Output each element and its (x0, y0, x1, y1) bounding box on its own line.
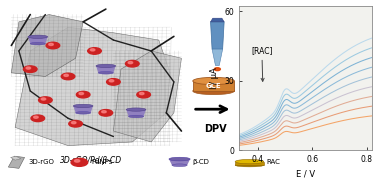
Circle shape (34, 116, 38, 118)
Ellipse shape (126, 108, 146, 111)
Text: 3D-rGO/Pd/β-CD: 3D-rGO/Pd/β-CD (60, 156, 122, 165)
Polygon shape (11, 156, 21, 160)
Polygon shape (169, 159, 190, 165)
Text: GCE: GCE (206, 83, 222, 89)
Circle shape (74, 160, 80, 162)
Y-axis label: I / μA: I / μA (210, 67, 219, 89)
Circle shape (61, 73, 75, 80)
Ellipse shape (193, 87, 234, 95)
Circle shape (99, 110, 113, 116)
Circle shape (46, 42, 60, 49)
Ellipse shape (129, 115, 144, 118)
Circle shape (214, 68, 220, 71)
Ellipse shape (169, 157, 190, 161)
Polygon shape (193, 81, 234, 91)
Polygon shape (96, 66, 116, 73)
Circle shape (69, 120, 82, 127)
Polygon shape (28, 37, 48, 44)
X-axis label: E / V: E / V (296, 170, 315, 179)
Polygon shape (126, 110, 146, 116)
Ellipse shape (235, 159, 264, 164)
Circle shape (137, 91, 150, 98)
Text: DPV: DPV (204, 124, 227, 134)
Circle shape (76, 91, 90, 98)
Ellipse shape (28, 35, 48, 38)
Polygon shape (73, 106, 93, 113)
Text: [RAC]: [RAC] (251, 46, 273, 81)
Text: β-CD: β-CD (193, 159, 210, 165)
Circle shape (109, 80, 114, 82)
Polygon shape (8, 156, 25, 168)
Circle shape (26, 67, 31, 69)
Circle shape (79, 92, 84, 95)
Circle shape (23, 66, 37, 72)
Ellipse shape (193, 77, 234, 85)
Circle shape (102, 111, 106, 113)
Ellipse shape (30, 42, 45, 45)
Polygon shape (235, 162, 264, 165)
Circle shape (139, 92, 144, 95)
Polygon shape (212, 49, 223, 66)
Circle shape (88, 48, 101, 54)
Circle shape (125, 60, 139, 67)
Text: PdNPs: PdNPs (91, 159, 113, 165)
Circle shape (39, 97, 52, 103)
Circle shape (90, 49, 95, 51)
Circle shape (49, 43, 53, 46)
Polygon shape (11, 15, 83, 76)
Ellipse shape (98, 72, 113, 74)
Ellipse shape (235, 164, 264, 167)
Text: RAC: RAC (266, 159, 280, 165)
Circle shape (128, 62, 133, 64)
Ellipse shape (73, 104, 93, 108)
Ellipse shape (76, 112, 91, 114)
Circle shape (64, 74, 68, 76)
Text: 3D-rGO: 3D-rGO (28, 159, 54, 165)
Circle shape (31, 115, 45, 122)
Circle shape (71, 122, 76, 124)
Polygon shape (211, 22, 224, 49)
Ellipse shape (172, 164, 187, 167)
Circle shape (107, 79, 120, 85)
Circle shape (41, 98, 46, 100)
Polygon shape (113, 51, 181, 142)
Ellipse shape (96, 64, 116, 68)
Circle shape (71, 158, 88, 166)
Polygon shape (15, 27, 170, 146)
Polygon shape (211, 18, 224, 22)
